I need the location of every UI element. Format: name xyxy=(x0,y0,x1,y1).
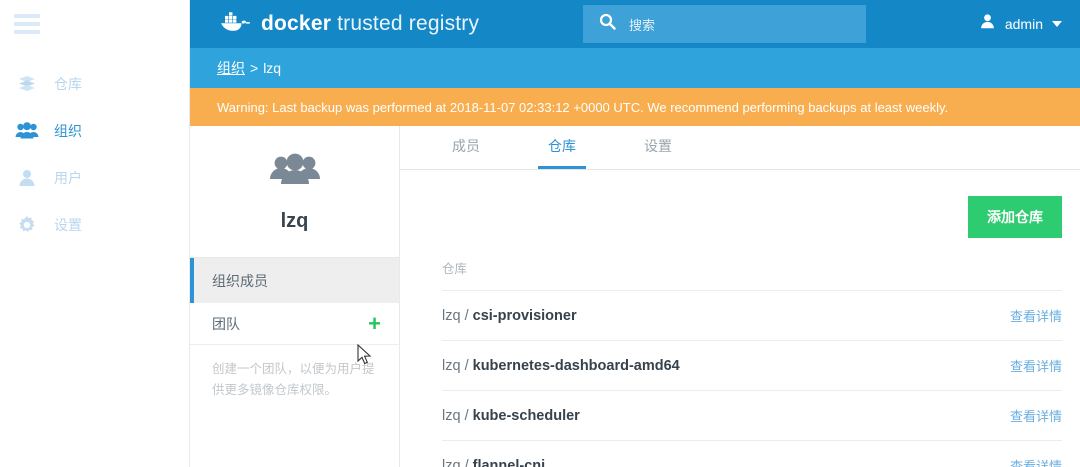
repository-namespace: lzq xyxy=(442,357,461,374)
chevron-down-icon xyxy=(1052,21,1062,27)
brand[interactable]: docker trusted registry xyxy=(217,9,479,40)
repository-icon xyxy=(14,72,40,96)
tab-bar: 成员 仓库 设置 xyxy=(400,126,1080,170)
repository-name: lzq / csi-provisioner xyxy=(442,308,577,324)
team-hint-text: 创建一个团队，以便为用户提供更多镜像仓库权限。 xyxy=(212,362,375,397)
repository-name: lzq / kube-scheduler xyxy=(442,408,580,424)
search-placeholder: 搜索 xyxy=(629,17,656,33)
organization-members-link[interactable]: 组织成员 xyxy=(190,258,399,303)
organization-panel: lzq 组织成员 团队 + 创建一个团队，以便为用户提供更多镜像仓库权限。 xyxy=(190,126,400,467)
repository-namespace: lzq xyxy=(442,307,461,324)
repository-shortname: kube-scheduler xyxy=(472,407,580,424)
organization-icon xyxy=(14,119,40,143)
repository-separator: / xyxy=(460,357,473,374)
add-repository-button[interactable]: 添加仓库 xyxy=(968,196,1062,238)
tab-label: 仓库 xyxy=(548,138,576,154)
sidebar-item-repositories[interactable]: 仓库 xyxy=(0,60,189,107)
search-icon xyxy=(599,13,616,35)
repository-separator: / xyxy=(460,457,473,467)
sidebar-item-label: 用户 xyxy=(54,169,82,186)
organization-group-icon xyxy=(269,151,321,198)
gear-icon xyxy=(14,213,40,237)
user-menu[interactable]: admin xyxy=(979,0,1062,48)
organization-name: lzq xyxy=(280,209,309,232)
sidebar-nav-list: 仓库 组织 xyxy=(0,60,189,248)
hamburger-bar xyxy=(14,22,40,26)
user-icon xyxy=(14,166,40,190)
column-header-repository: 仓库 xyxy=(442,258,1062,291)
tab-members[interactable]: 成员 xyxy=(442,136,490,169)
team-section-header: 团队 + xyxy=(190,303,399,345)
brand-name: docker xyxy=(261,12,332,35)
breadcrumb-root-link[interactable]: 组织 xyxy=(217,60,245,76)
hamburger-bar xyxy=(14,30,40,34)
brand-text: docker trusted registry xyxy=(261,12,479,36)
sidebar-item-organizations[interactable]: 组织 xyxy=(0,107,189,154)
content-area: lzq 组织成员 团队 + 创建一个团队，以便为用户提供更多镜像仓库权限。 成员 xyxy=(190,126,1080,467)
table-row[interactable]: lzq / kube-scheduler 查看详情 xyxy=(442,391,1062,441)
docker-whale-icon xyxy=(217,9,251,40)
table-row[interactable]: lzq / kubernetes-dashboard-amd64 查看详情 xyxy=(442,341,1062,391)
search-input[interactable]: 搜索 xyxy=(583,5,866,43)
table-row[interactable]: lzq / flannel-cni 查看详情 xyxy=(442,441,1062,467)
repository-table: 仓库 lzq / csi-provisioner 查看详情 lzq / kube… xyxy=(442,258,1062,467)
sidebar-item-settings[interactable]: 设置 xyxy=(0,201,189,248)
repository-namespace: lzq xyxy=(442,407,461,424)
repository-namespace: lzq xyxy=(442,457,461,467)
organization-header: lzq xyxy=(190,126,399,258)
repository-separator: / xyxy=(460,307,473,324)
breadcrumb-separator: > xyxy=(250,60,259,76)
view-details-link[interactable]: 查看详情 xyxy=(1009,309,1062,324)
tab-settings[interactable]: 设置 xyxy=(634,136,682,169)
main-panel: 成员 仓库 设置 添加仓库 仓库 lzq / c xyxy=(400,126,1080,467)
sidebar-item-label: 组织 xyxy=(54,122,82,139)
plus-icon[interactable]: + xyxy=(368,310,381,336)
team-label: 团队 xyxy=(212,315,240,332)
repository-shortname: flannel-cni xyxy=(472,457,546,467)
repository-name: lzq / flannel-cni xyxy=(442,458,545,467)
tab-repositories[interactable]: 仓库 xyxy=(538,136,586,169)
brand-tagline: trusted registry xyxy=(337,12,480,35)
tab-label: 成员 xyxy=(452,138,480,154)
backup-warning-banner: Warning: Last backup was performed at 20… xyxy=(190,88,1080,126)
sidebar-item-users[interactable]: 用户 xyxy=(0,154,189,201)
top-header: docker trusted registry 搜索 xyxy=(190,0,1080,48)
backup-warning-text: Warning: Last backup was performed at 20… xyxy=(217,99,949,115)
table-row[interactable]: lzq / csi-provisioner 查看详情 xyxy=(442,291,1062,341)
hamburger-bar xyxy=(14,14,40,18)
repository-shortname: csi-provisioner xyxy=(472,307,577,324)
right-pane: docker trusted registry 搜索 xyxy=(190,0,1080,467)
repository-name: lzq / kubernetes-dashboard-amd64 xyxy=(442,358,680,374)
view-details-link[interactable]: 查看详情 xyxy=(1009,409,1062,424)
left-sidebar: 仓库 组织 xyxy=(0,0,190,467)
sidebar-item-label: 仓库 xyxy=(54,75,82,92)
toolbar: 添加仓库 xyxy=(400,170,1080,238)
view-details-link[interactable]: 查看详情 xyxy=(1009,459,1062,467)
repository-shortname: kubernetes-dashboard-amd64 xyxy=(472,357,680,374)
tab-label: 设置 xyxy=(644,138,672,154)
breadcrumb: 组织 > lzq xyxy=(190,48,1080,88)
user-name: admin xyxy=(1004,16,1043,32)
hamburger-icon[interactable] xyxy=(14,14,40,34)
breadcrumb-current: lzq xyxy=(263,60,282,76)
repository-separator: / xyxy=(460,407,473,424)
sidebar-item-label: 设置 xyxy=(54,216,82,233)
user-avatar-icon xyxy=(979,13,996,35)
organization-members-label: 组织成员 xyxy=(212,272,268,289)
view-details-link[interactable]: 查看详情 xyxy=(1009,359,1062,374)
